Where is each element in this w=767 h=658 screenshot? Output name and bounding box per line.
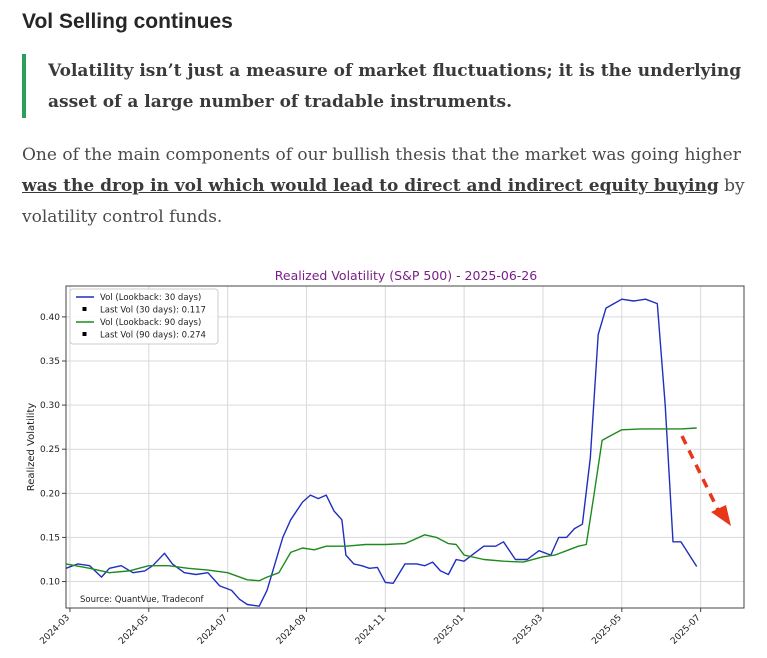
y-axis-label: Realized Volatility bbox=[26, 403, 37, 492]
x-tick-label: 2025-05 bbox=[590, 613, 624, 647]
x-axis: 2024-03 2024-05 2024-07 2024-09 2024-11 2025-… bbox=[38, 608, 703, 647]
arrow-head bbox=[711, 505, 731, 526]
y-tick-label: 0.35 bbox=[40, 357, 60, 367]
legend-vol90: Vol (Lookback: 90 days) bbox=[100, 318, 201, 328]
y-tick-label: 0.20 bbox=[40, 489, 60, 499]
x-tick-label: 2025-01 bbox=[433, 613, 467, 647]
legend-box bbox=[69, 288, 219, 345]
plot-frame bbox=[65, 285, 745, 609]
paragraph-text-end: by volatility control funds. bbox=[22, 176, 745, 227]
y-axis: 0.10 0.15 0.20 0.25 0.30 0.35 0.40 bbox=[40, 313, 66, 588]
y-tick-label: 0.25 bbox=[40, 445, 60, 455]
x-tick-label: 2024-05 bbox=[117, 613, 151, 647]
y-tick-label: 0.15 bbox=[40, 533, 60, 543]
legend: Vol (Lookback: 30 days) Last Vol (30 day… bbox=[69, 288, 219, 345]
pull-quote-text: Volatility isn’t just a measure of marke… bbox=[48, 61, 742, 112]
pull-quote: Volatility isn’t just a measure of marke… bbox=[22, 54, 761, 118]
legend-swatch-last30 bbox=[82, 307, 87, 311]
down-arrow-icon bbox=[680, 435, 731, 526]
legend-last30: Last Vol (30 days): 0.117 bbox=[100, 306, 206, 316]
source-annotation: Source: QuantVue, Tradeconf bbox=[80, 595, 205, 605]
x-tick-label: 2024-11 bbox=[354, 613, 388, 647]
x-tick-label: 2024-07 bbox=[196, 613, 230, 647]
grid-layer bbox=[66, 286, 744, 608]
x-tick-label: 2025-03 bbox=[511, 613, 545, 647]
y-tick-label: 0.30 bbox=[40, 401, 60, 411]
volatility-chart: Realized Volatility (S&P 500) - 2025-06-… bbox=[26, 268, 745, 647]
section-heading: Vol Selling continues bbox=[22, 10, 233, 33]
legend-last90: Last Vol (90 days): 0.274 bbox=[100, 331, 206, 341]
vol90-line bbox=[65, 427, 697, 582]
x-tick-label: 2025-07 bbox=[669, 613, 703, 647]
legend-vol30: Vol (Lookback: 30 days) bbox=[100, 293, 201, 303]
chart-title: Realized Volatility (S&P 500) - 2025-06-… bbox=[275, 268, 537, 283]
body-paragraph: One of the main components of our bullis… bbox=[22, 140, 757, 233]
arrow-shaft bbox=[680, 435, 720, 511]
x-tick-label: 2024-09 bbox=[275, 613, 309, 647]
y-tick-label: 0.40 bbox=[40, 313, 60, 323]
legend-swatch-last90 bbox=[82, 332, 87, 336]
y-tick-label: 0.10 bbox=[40, 578, 60, 588]
thesis-link[interactable]: was the drop in vol which would lead to … bbox=[22, 176, 719, 196]
x-tick-label: 2024-03 bbox=[38, 613, 72, 647]
vol30-line bbox=[65, 298, 698, 607]
paragraph-text-start: One of the main components of our bullis… bbox=[22, 145, 741, 165]
series-layer bbox=[65, 298, 698, 607]
